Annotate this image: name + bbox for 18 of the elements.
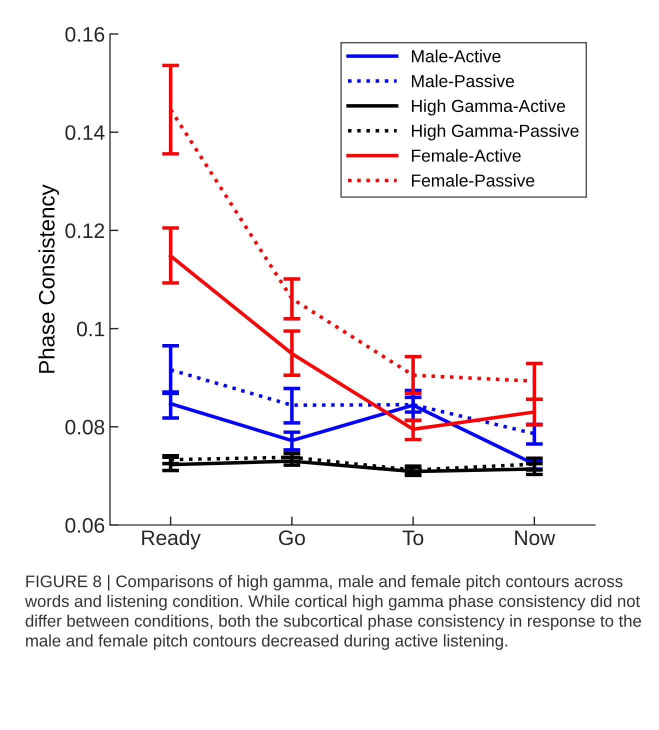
x-tick-label: Ready xyxy=(142,530,201,550)
legend-label: Male-Active xyxy=(412,50,500,62)
legend-label: High Gamma-Passive xyxy=(412,124,579,140)
x-tick-label: Go xyxy=(279,530,305,546)
y-tick-label: 0.06 xyxy=(65,518,104,533)
y-tick-label: 0.08 xyxy=(65,420,104,435)
y-tick-label: 0.12 xyxy=(65,223,104,238)
caption: FIGURE 8 | Comparisons of high gamma, male and female pitch contours across words and listening condition. While cortical high gamma phase consistency did not differ between conditions, both the subcortical phase consistency in response to the male and female pitch contours decreased during active listening. xyxy=(24,575,642,650)
legend-label: Female-Active xyxy=(412,149,521,162)
y-tick-label: 0.14 xyxy=(65,125,105,140)
legend-label: Female-Passive xyxy=(412,174,534,187)
y-tick-label: 0.1 xyxy=(76,322,104,336)
y-axis-title: Phase Consistency xyxy=(38,184,60,373)
legend-label: High Gamma-Active xyxy=(412,99,566,116)
x-tick-label: To xyxy=(402,530,424,546)
y-tick-label: 0.16 xyxy=(65,27,104,42)
x-tick-label: Now xyxy=(515,530,556,546)
legend-label: Male-Passive xyxy=(412,74,514,88)
